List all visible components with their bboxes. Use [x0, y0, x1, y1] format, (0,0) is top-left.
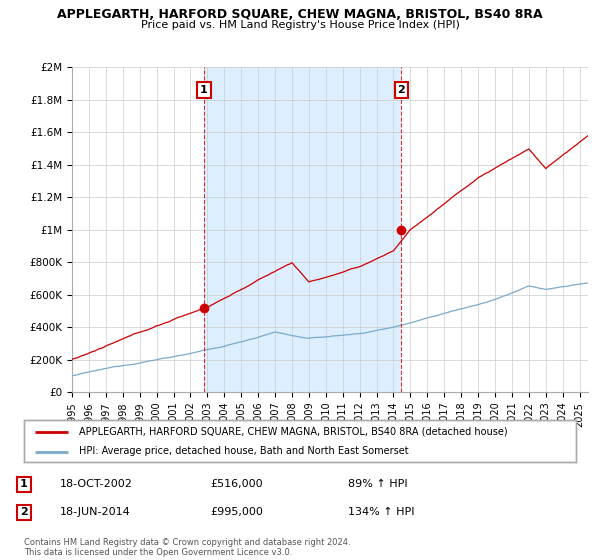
- Text: 89% ↑ HPI: 89% ↑ HPI: [348, 479, 407, 489]
- Text: 134% ↑ HPI: 134% ↑ HPI: [348, 507, 415, 517]
- Text: 18-OCT-2002: 18-OCT-2002: [60, 479, 133, 489]
- Text: 2: 2: [397, 85, 405, 95]
- Text: £995,000: £995,000: [210, 507, 263, 517]
- Text: £516,000: £516,000: [210, 479, 263, 489]
- Bar: [204, 67, 401, 392]
- Text: 1: 1: [20, 479, 28, 489]
- Text: Contains HM Land Registry data © Crown copyright and database right 2024.
This d: Contains HM Land Registry data © Crown c…: [24, 538, 350, 557]
- Text: 2: 2: [20, 507, 28, 517]
- Text: APPLEGARTH, HARFORD SQUARE, CHEW MAGNA, BRISTOL, BS40 8RA: APPLEGARTH, HARFORD SQUARE, CHEW MAGNA, …: [57, 8, 543, 21]
- Text: 18-JUN-2014: 18-JUN-2014: [60, 507, 131, 517]
- Text: 1: 1: [200, 85, 208, 95]
- Text: HPI: Average price, detached house, Bath and North East Somerset: HPI: Average price, detached house, Bath…: [79, 446, 409, 456]
- Text: Price paid vs. HM Land Registry's House Price Index (HPI): Price paid vs. HM Land Registry's House …: [140, 20, 460, 30]
- Text: APPLEGARTH, HARFORD SQUARE, CHEW MAGNA, BRISTOL, BS40 8RA (detached house): APPLEGARTH, HARFORD SQUARE, CHEW MAGNA, …: [79, 427, 508, 437]
